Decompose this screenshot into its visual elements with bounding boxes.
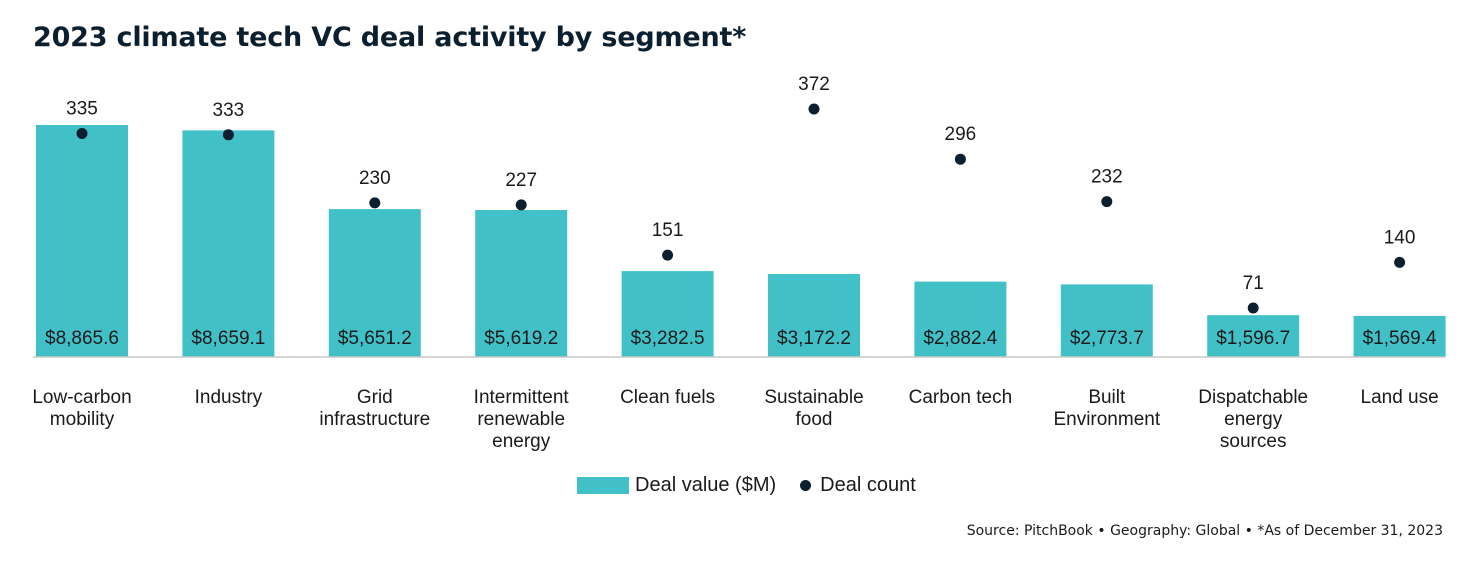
deal-count-label: 230: [359, 168, 391, 189]
category-label: Land use: [1361, 387, 1439, 408]
deal-count-dot: [1101, 196, 1113, 208]
category-label: Clean fuels: [620, 387, 715, 408]
category-label: Intermittent: [474, 387, 570, 408]
bar-value-label: $3,172.2: [777, 328, 851, 349]
deal-count-dot: [76, 128, 88, 139]
category-label: Low-carbon: [32, 387, 131, 408]
bar-value-label: $2,882.4: [923, 328, 997, 349]
category-label: Grid: [357, 387, 393, 408]
bar-value-label: $2,773.7: [1070, 328, 1144, 349]
deal-count-label: 333: [213, 100, 245, 121]
bar-value-label: $3,282.5: [631, 328, 705, 349]
deal-count-label: 296: [945, 124, 977, 145]
bar-value-label: $5,619.2: [484, 328, 558, 349]
category-label: energy: [492, 431, 551, 452]
bar: [621, 271, 714, 357]
deal-count-label: 227: [505, 170, 537, 191]
bar-value-label: $1,569.4: [1363, 328, 1437, 349]
category-label: Carbon tech: [909, 387, 1013, 408]
deal-count-label: 151: [652, 220, 684, 241]
source-note: Source: PitchBook • Geography: Global • …: [966, 523, 1443, 539]
category-label: energy: [1224, 409, 1283, 430]
bar: [36, 125, 128, 357]
category-label: Environment: [1053, 409, 1160, 430]
deal-count-label: 140: [1384, 227, 1416, 248]
deal-count-dot: [1394, 256, 1406, 268]
deal-count-dot: [1247, 302, 1259, 314]
bar: [1353, 315, 1446, 357]
deal-count-dot: [954, 153, 966, 165]
deal-count-label: 71: [1243, 273, 1264, 294]
deal-count-label: 372: [798, 74, 830, 95]
category-label: food: [796, 409, 833, 430]
deal-count-label: 232: [1091, 167, 1123, 188]
category-label: sources: [1220, 431, 1287, 452]
category-label: Industry: [195, 387, 263, 408]
chart-legend: Deal value ($M) Deal count: [577, 474, 916, 497]
bar-value-label: $5,651.2: [338, 328, 412, 349]
deal-count-label: 335: [66, 99, 98, 120]
category-label: Built: [1088, 387, 1126, 408]
bar: [1207, 315, 1300, 357]
legend-bar-swatch: [577, 477, 629, 494]
bar-value-label: $8,865.6: [45, 328, 119, 349]
bar: [182, 130, 275, 357]
deal-count-dot: [222, 129, 234, 141]
deal-count-dot: [662, 249, 674, 261]
bar-value-label: $1,596.7: [1216, 328, 1290, 349]
chart-title: 2023 climate tech VC deal activity by se…: [33, 22, 747, 53]
category-label: infrastructure: [319, 409, 430, 430]
bar-value-label: $8,659.1: [191, 328, 265, 349]
bar: [768, 274, 860, 357]
deal-count-dot: [369, 197, 381, 209]
bar: [1060, 284, 1153, 357]
legend-bar-label: Deal value ($M): [635, 474, 777, 496]
deal-count-dot: [515, 199, 527, 211]
deal-count-dot: [808, 103, 820, 115]
bar: [328, 209, 421, 357]
bar: [475, 210, 568, 357]
category-label: Dispatchable: [1198, 387, 1308, 408]
legend-dot-marker: [800, 480, 812, 491]
legend-dot-label: Deal count: [820, 474, 916, 496]
category-label: Sustainable: [764, 387, 863, 408]
bar: [914, 281, 1007, 357]
category-label: renewable: [477, 409, 565, 430]
category-label: mobility: [50, 409, 115, 430]
